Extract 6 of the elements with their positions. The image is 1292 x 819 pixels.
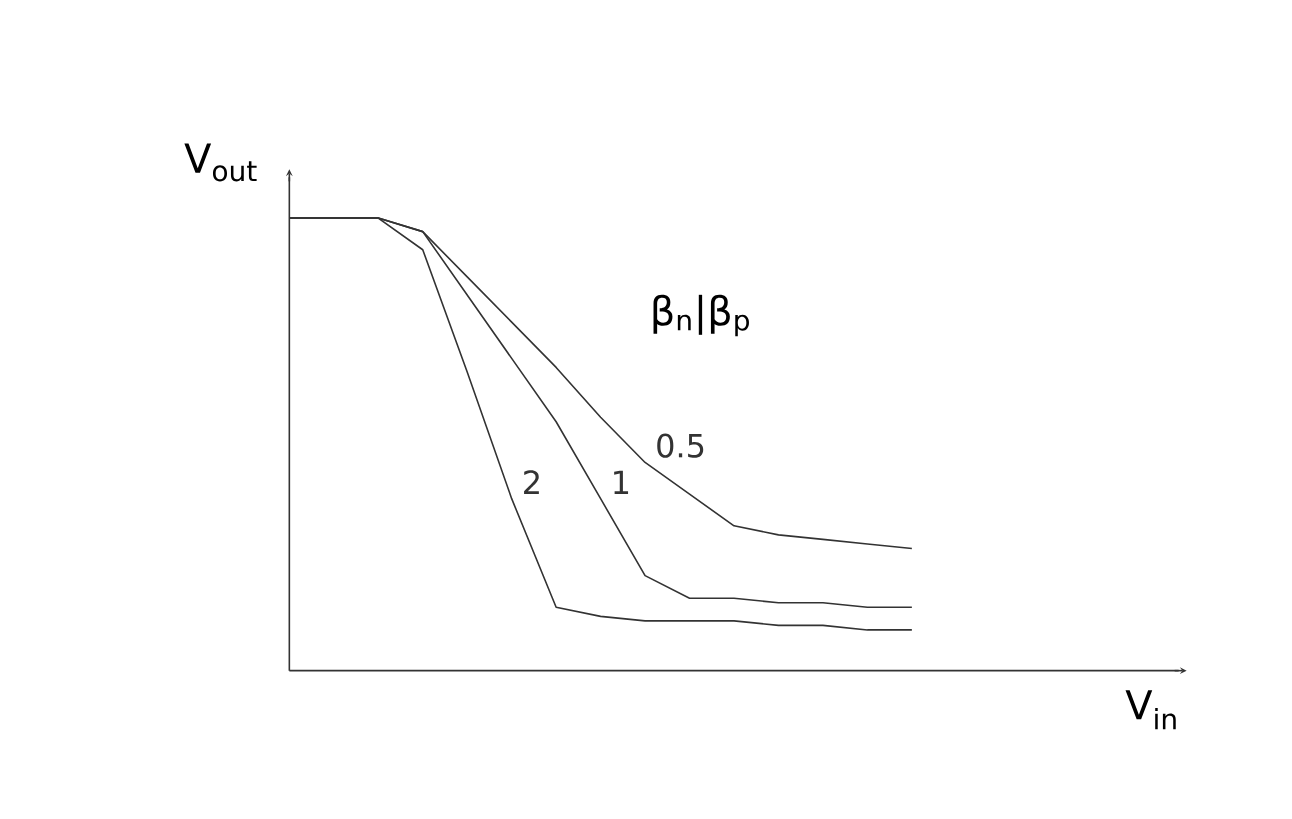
series-label: 2	[524, 470, 539, 495]
series-label: 1	[614, 470, 629, 495]
series-label: 0.5	[657, 433, 704, 458]
annotation: β$_{n}$|β$_{p}$	[653, 294, 749, 337]
y-axis-title: V$_{out}$	[184, 143, 257, 182]
x-axis-title: V$_{in}$	[1125, 690, 1176, 730]
